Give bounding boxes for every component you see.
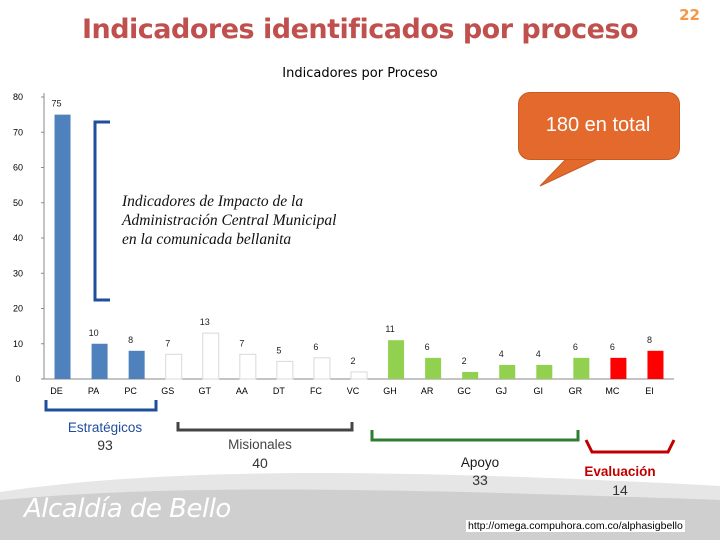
data-label: 6 — [313, 342, 318, 352]
x-tick-label: GS — [161, 386, 174, 396]
data-label: 10 — [89, 328, 99, 338]
x-tick-label: AA — [236, 386, 248, 396]
bar — [647, 350, 664, 379]
data-label: 7 — [165, 338, 170, 348]
x-tick-label: GH — [383, 386, 397, 396]
slide-number: 22 — [679, 6, 700, 24]
x-tick-label: FC — [310, 386, 322, 396]
y-tick-label: 0 — [15, 374, 20, 384]
data-label: 11 — [385, 324, 394, 334]
x-tick-label: VC — [347, 386, 360, 396]
group-estrategicos-name: Estratégicos — [67, 420, 143, 435]
brand-logo-text: Alcaldía de Bello — [24, 494, 231, 524]
x-tick-label: PC — [124, 386, 137, 396]
callout-total: 180 en total — [545, 114, 651, 136]
data-label: 2 — [462, 356, 467, 366]
y-tick-label: 50 — [13, 198, 23, 208]
y-tick-label: 20 — [13, 304, 23, 314]
x-tick-label: PA — [88, 386, 99, 396]
group-apoyo-name: Apoyo — [460, 455, 500, 470]
x-tick-label: GJ — [495, 386, 507, 396]
chart-title: Indicadores por Proceso — [282, 66, 438, 81]
x-tick-label: DT — [273, 386, 285, 396]
brace-misionales — [176, 422, 354, 432]
data-label: 8 — [128, 335, 133, 345]
bar — [202, 332, 220, 380]
data-label: 6 — [610, 342, 615, 352]
y-tick-label: 30 — [13, 268, 23, 278]
callout-box — [518, 92, 680, 160]
bar — [128, 350, 145, 379]
bar — [276, 360, 294, 380]
group-misionales-count: 40 — [252, 455, 268, 471]
bar — [313, 357, 331, 380]
bar — [239, 353, 257, 380]
group-estrategicos-count: 93 — [97, 437, 113, 453]
y-tick-label: 40 — [13, 233, 23, 243]
group-misionales-name: Misionales — [228, 437, 292, 452]
data-label: 5 — [276, 345, 281, 355]
bar — [499, 364, 516, 379]
group-apoyo-count: 33 — [472, 472, 488, 488]
impact-note-line-2: Administración Central Municipal — [122, 212, 337, 229]
brace-impact — [93, 120, 110, 302]
data-label: 6 — [573, 342, 578, 352]
x-tick-label: GR — [569, 386, 583, 396]
group-evaluacion-count: 14 — [612, 482, 628, 498]
data-label: 75 — [52, 99, 62, 109]
data-label: 13 — [200, 317, 210, 327]
x-tick-label: DE — [50, 386, 63, 396]
callout-pointer — [539, 156, 603, 187]
data-label: 6 — [425, 342, 430, 352]
impact-note: Indicadores de Impacto de la Administrac… — [122, 192, 392, 249]
page-title: Indicadores identificados por proceso — [81, 14, 639, 45]
impact-note-line-1: Indicadores de Impacto de la — [122, 193, 304, 210]
y-tick-label: 70 — [13, 127, 23, 137]
bar — [425, 357, 442, 379]
x-tick-label: MC — [605, 386, 619, 396]
bar — [350, 371, 368, 380]
data-label: 7 — [239, 338, 244, 348]
bar — [610, 357, 627, 379]
x-tick-label: GT — [199, 386, 212, 396]
bar — [462, 371, 479, 379]
bar — [54, 114, 71, 379]
brace-apoyo — [370, 430, 580, 442]
y-tick-label: 60 — [13, 163, 23, 173]
data-label: 8 — [647, 335, 652, 345]
brace-estrategicos — [44, 400, 158, 412]
brace-evaluacion — [584, 439, 676, 454]
data-label: 4 — [536, 349, 541, 359]
bar — [165, 353, 183, 380]
source-url[interactable]: http://omega.compuhora.com.co/alphasigbe… — [466, 520, 685, 532]
y-tick-label: 10 — [13, 339, 23, 349]
bar — [573, 357, 590, 379]
group-evaluacion-name: Evaluación — [584, 464, 656, 479]
bar — [536, 364, 553, 379]
x-tick-label: AR — [421, 386, 434, 396]
data-label: 4 — [499, 349, 504, 359]
bar — [91, 343, 108, 379]
x-tick-label: EI — [645, 386, 654, 396]
bar — [388, 340, 405, 379]
y-tick-label: 80 — [13, 92, 23, 102]
data-label: 2 — [350, 356, 355, 366]
impact-note-line-3: en la comunicada bellanita — [122, 231, 292, 248]
x-tick-label: GI — [534, 386, 544, 396]
x-tick-label: GC — [457, 386, 471, 396]
